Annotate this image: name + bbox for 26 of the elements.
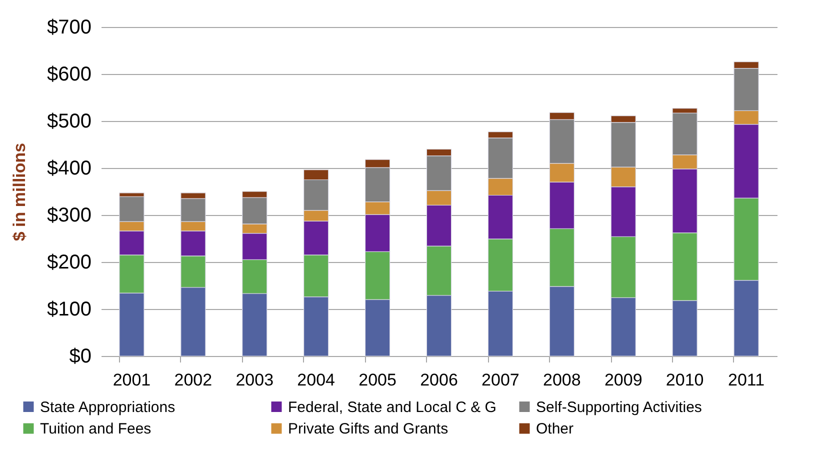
legend-label: Other [536, 420, 574, 438]
x-tick-label: 2002 [174, 370, 212, 390]
y-tick-label: $600 [47, 64, 92, 86]
legend-label: Tuition and Fees [40, 420, 152, 438]
x-tick-label: 2008 [542, 370, 581, 390]
y-tick-label: $300 [47, 204, 92, 226]
y-axis-title: $ in millions [10, 142, 30, 242]
x-tick-label: 2011 [728, 370, 765, 390]
y-tick-label: $100 [47, 298, 92, 320]
x-tick-label: 2001 [112, 370, 151, 390]
legend-label: Self-Supporting Activities [536, 398, 702, 416]
y-tick-label: $200 [47, 252, 92, 274]
y-tick-label: $500 [47, 110, 92, 132]
y-tick-label: $700 [47, 16, 92, 38]
x-tick-label: 2006 [420, 370, 458, 390]
legend-label: Federal, State and Local C & G [288, 398, 496, 416]
x-tick-label: 2007 [482, 370, 520, 390]
x-tick-label: 2004 [297, 370, 336, 390]
legend-label: State Appropriations [40, 398, 176, 416]
y-tick-label: $0 [69, 346, 92, 368]
legend-label: Private Gifts and Grants [288, 420, 448, 438]
x-tick-label: 2005 [358, 370, 396, 390]
x-tick-label: 2009 [604, 370, 642, 390]
x-tick-label: 2010 [666, 370, 704, 390]
y-tick-label: $400 [47, 158, 92, 180]
x-tick-label: 2003 [236, 370, 274, 390]
